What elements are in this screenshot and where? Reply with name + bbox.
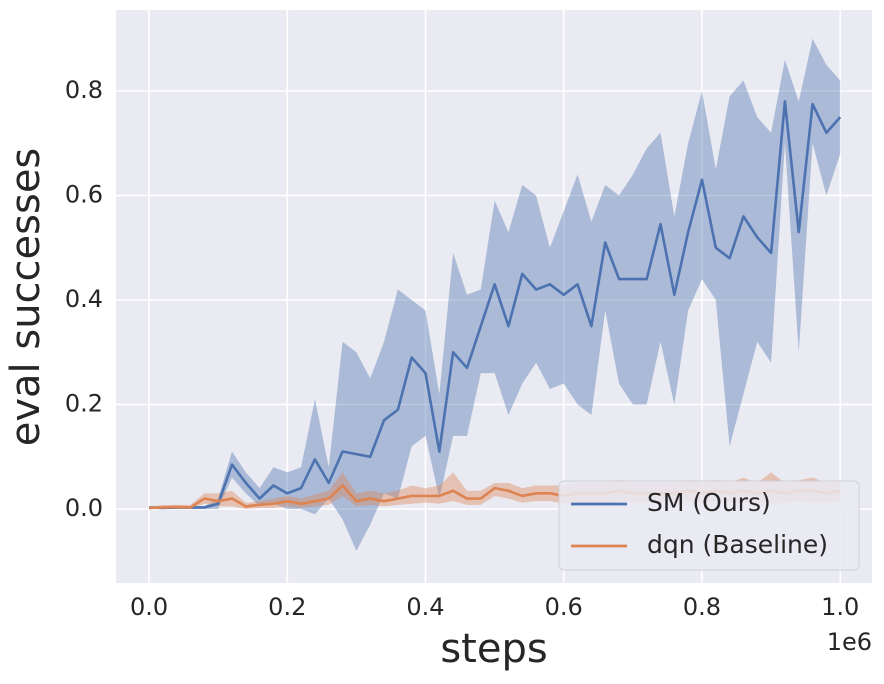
y-tick-label: 0.4 xyxy=(65,285,103,313)
confidence-band xyxy=(149,38,841,551)
series-line xyxy=(148,100,842,510)
legend: SM (Ours) dqn (Baseline) xyxy=(558,480,860,571)
x-tick-label: 0.2 xyxy=(268,593,306,621)
y-tick-label: 0.6 xyxy=(65,180,103,208)
legend-label: dqn (Baseline) xyxy=(647,530,828,559)
legend-box xyxy=(558,480,860,571)
y-tick-label: 0.2 xyxy=(65,390,103,418)
x-axis-label: steps xyxy=(440,626,547,672)
x-tick-label: 1.0 xyxy=(821,593,859,621)
x-tick-label: 0.0 xyxy=(130,593,168,621)
x-tick-label: 0.4 xyxy=(406,593,444,621)
grid xyxy=(116,10,872,583)
x-tick-label: 0.8 xyxy=(683,593,721,621)
y-axis-label: eval successes xyxy=(3,148,49,447)
y-tick-label: 0.8 xyxy=(65,76,103,104)
x-tick-label: 0.6 xyxy=(545,593,583,621)
legend-label: SM (Ours) xyxy=(647,488,771,517)
y-tick-label: 0.0 xyxy=(65,494,103,522)
x-offset-label: 1e6 xyxy=(827,628,872,656)
